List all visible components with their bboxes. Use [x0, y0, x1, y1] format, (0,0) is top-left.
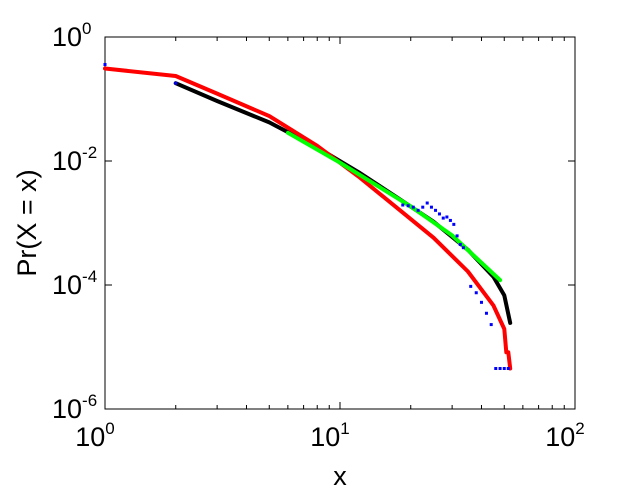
data-point — [434, 208, 438, 212]
data-point — [502, 367, 506, 371]
data-point — [461, 246, 465, 250]
data-point — [441, 216, 445, 220]
data-point — [416, 208, 420, 212]
x-tick-label: 101 — [310, 419, 350, 452]
data-point — [429, 205, 433, 209]
data-point — [411, 205, 415, 209]
data-point — [489, 323, 493, 327]
data-point — [498, 367, 502, 371]
series-points-1 — [103, 63, 510, 371]
data-point — [506, 367, 510, 371]
data-point — [103, 63, 107, 67]
data-point — [469, 284, 473, 288]
data-point — [448, 218, 452, 222]
x-axis-title: x — [333, 461, 347, 491]
data-point — [494, 367, 498, 371]
data-point — [445, 215, 449, 219]
plot-area — [104, 36, 576, 410]
data-point — [425, 201, 429, 205]
x-tick-label: 102 — [545, 419, 585, 452]
y-tick-label: 10-4 — [52, 267, 97, 300]
data-point — [479, 300, 483, 304]
series-line-3 — [103, 66, 513, 371]
series-layer — [103, 63, 513, 371]
data-point — [474, 291, 478, 295]
data-point — [401, 203, 405, 207]
y-tick-label: 100 — [52, 19, 92, 52]
axis-ticks — [104, 36, 575, 410]
x-tick-label: 100 — [75, 419, 115, 452]
series-line-4 — [285, 130, 503, 283]
data-point — [421, 205, 425, 209]
data-point — [452, 222, 456, 226]
x-tick-labels: 100 101 102 — [75, 419, 585, 452]
data-point — [455, 234, 459, 238]
data-point — [174, 81, 178, 85]
data-point — [437, 212, 441, 216]
y-tick-label: 10-2 — [52, 143, 97, 176]
y-tick-label: 10-6 — [52, 391, 97, 424]
y-tick-labels: 100 10-2 10-4 10-6 — [52, 19, 97, 424]
y-axis-title: Pr(X = x) — [12, 169, 42, 276]
data-point — [458, 243, 462, 247]
data-point — [406, 204, 410, 208]
data-point — [484, 311, 488, 315]
